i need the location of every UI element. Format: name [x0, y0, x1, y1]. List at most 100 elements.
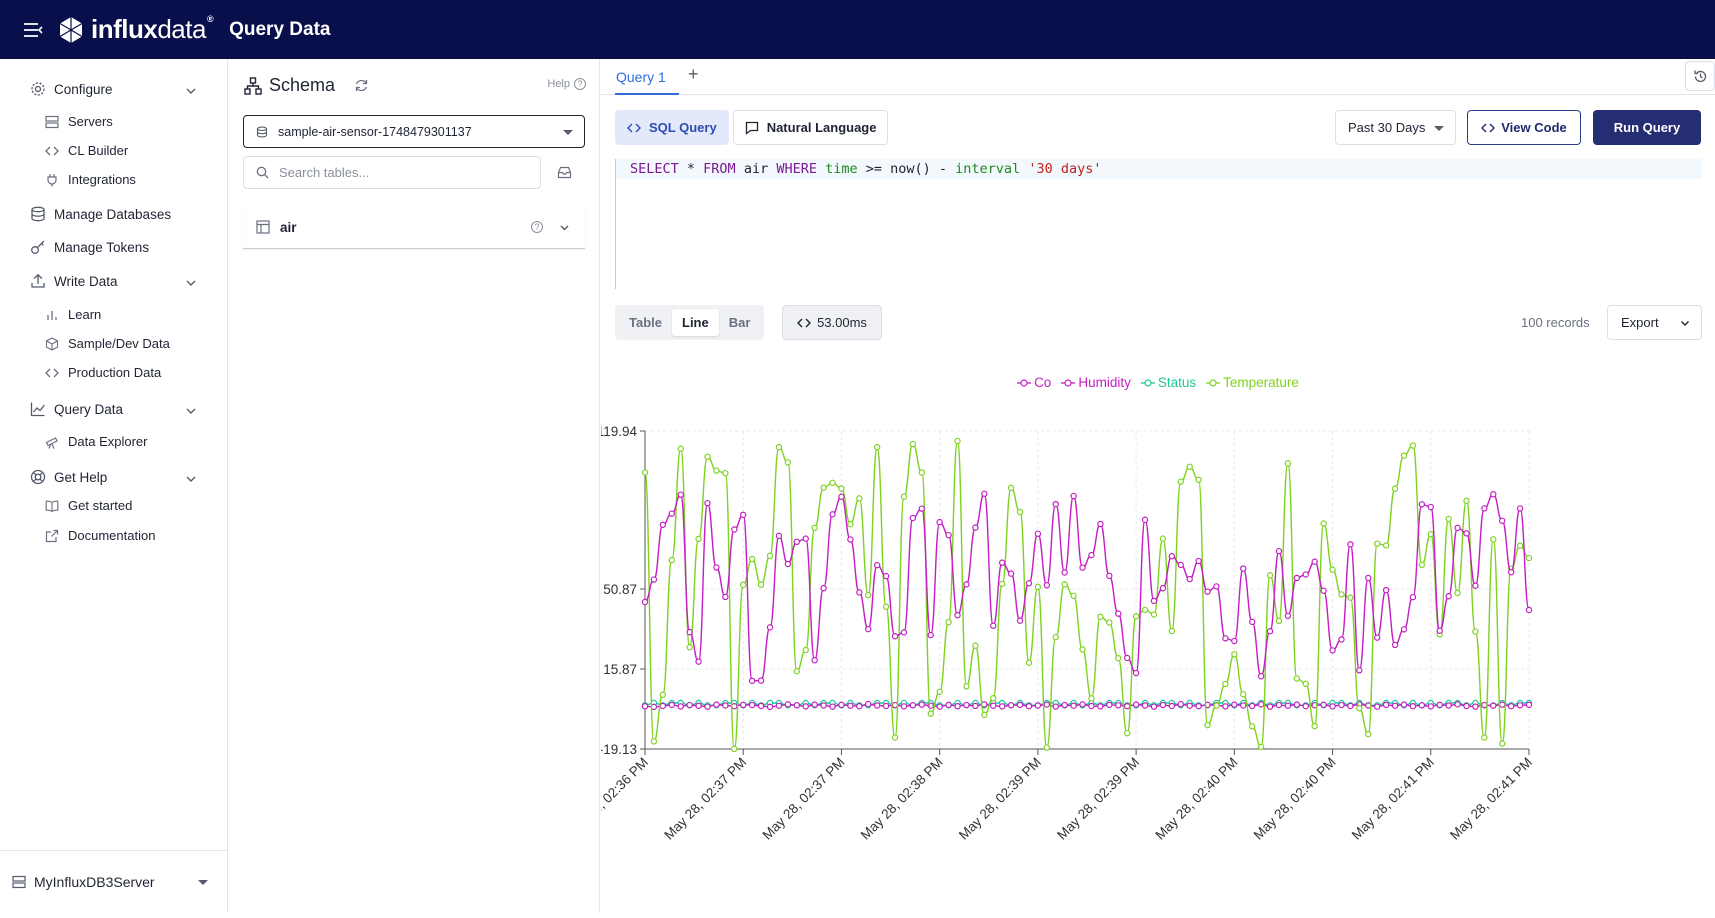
data-point [882, 572, 890, 580]
chevron-down-icon[interactable] [185, 277, 197, 289]
data-point [748, 555, 756, 563]
data-point [963, 581, 970, 588]
data-point [775, 702, 783, 709]
data-point [766, 624, 774, 631]
legend-item-status[interactable]: Status [1140, 375, 1196, 390]
x-tick-label: May 28, 02:37 PM [759, 755, 847, 843]
sql-query-button[interactable]: SQL Query [615, 110, 729, 145]
sidebar: Configure Servers CL Builder Integration… [0, 59, 228, 913]
data-point [1409, 702, 1417, 710]
caret-down-icon [563, 130, 573, 135]
data-point [972, 702, 979, 710]
data-point [1159, 585, 1167, 592]
nav-configure[interactable]: Configure [30, 81, 113, 97]
nav-get-started-label: Get started [68, 498, 133, 513]
data-point [1132, 701, 1140, 708]
natural-language-button[interactable]: Natural Language [732, 110, 889, 145]
add-tab-icon[interactable]: + [688, 64, 699, 84]
chevron-down-icon[interactable] [559, 222, 570, 233]
nav-write-data[interactable]: Write Data [30, 273, 118, 289]
nav-manage-databases[interactable]: Manage Databases [30, 206, 171, 222]
data-point [1481, 734, 1488, 741]
data-point [1257, 673, 1265, 680]
data-point [722, 469, 729, 477]
data-point [945, 701, 952, 709]
data-point [1463, 530, 1470, 537]
data-point [1088, 702, 1095, 710]
chevron-down-icon[interactable] [185, 85, 197, 97]
database-select[interactable]: sample-air-sensor-1748479301137 [243, 115, 585, 148]
table-search[interactable] [243, 156, 541, 189]
data-point [865, 625, 872, 633]
data-point [1329, 566, 1336, 573]
chevron-down-icon[interactable] [185, 473, 197, 485]
data-point [829, 479, 836, 486]
data-point [811, 701, 818, 708]
help-link[interactable]: Help ? [547, 78, 586, 90]
query-timing-badge[interactable]: 53.00ms [782, 305, 882, 340]
x-tick-label: May 28, 02:41 PM [1349, 755, 1437, 843]
nav-learn[interactable]: Learn [45, 307, 101, 322]
table-search-input[interactable] [279, 165, 519, 180]
data-point [1159, 535, 1167, 542]
data-point [1106, 572, 1113, 580]
view-code-button[interactable]: View Code [1467, 110, 1581, 145]
database-select-value: sample-air-sensor-1748479301137 [278, 124, 472, 139]
sql-from: FROM [703, 161, 736, 177]
data-point [802, 535, 809, 542]
data-point [829, 703, 836, 710]
legend-swatch-icon [1206, 378, 1221, 387]
nav-get-started[interactable]: Get started [45, 498, 132, 513]
nav-integrations[interactable]: Integrations [45, 172, 136, 187]
brand-light: data [157, 14, 206, 44]
x-tick-label: May 28, 02:39 PM [956, 755, 1044, 843]
archive-icon[interactable] [557, 165, 572, 180]
server-selector[interactable]: MyInfluxDB3Server [0, 850, 228, 913]
nav-documentation[interactable]: Documentation [45, 528, 155, 543]
collapse-menu-icon[interactable] [23, 22, 43, 37]
data-point [1338, 636, 1345, 643]
data-point [775, 443, 783, 451]
nav-query-data[interactable]: Query Data [30, 401, 123, 417]
tab-query-1[interactable]: Query 1 [615, 59, 679, 95]
nav-production-data[interactable]: Production Data [45, 365, 161, 380]
legend-item-temperature[interactable]: Temperature [1206, 375, 1299, 390]
run-query-button[interactable]: Run Query [1593, 110, 1701, 145]
nav-sample-dev-data[interactable]: Sample/Dev Data [45, 336, 170, 351]
export-button[interactable]: Export [1607, 305, 1702, 340]
nav-manage-tokens[interactable]: Manage Tokens [30, 239, 149, 255]
data-point [1257, 701, 1265, 708]
key-icon [31, 240, 45, 254]
chevron-down-icon[interactable] [185, 405, 197, 417]
x-tick-label: May 28, 02:40 PM [1152, 755, 1240, 843]
view-bar-button[interactable]: Bar [728, 315, 751, 330]
view-table-button[interactable]: Table [629, 315, 662, 330]
time-range-select[interactable]: Past 30 Days [1335, 110, 1456, 145]
data-point [1123, 654, 1131, 662]
data-point [1106, 701, 1113, 709]
view-line-button[interactable]: Line [672, 309, 719, 336]
nav-get-help[interactable]: Get Help [30, 469, 107, 485]
legend-item-humidity[interactable]: Humidity [1061, 375, 1131, 390]
sql-editor[interactable]: SELECT * FROM air WHERE time >= now() - … [615, 159, 1702, 289]
query-mode-toggle: SQL Query Natural Language [615, 110, 892, 145]
history-button[interactable] [1685, 61, 1715, 91]
nav-cl-builder[interactable]: CL Builder [45, 143, 128, 158]
refresh-icon[interactable] [354, 78, 369, 93]
data-point [641, 702, 649, 710]
sql-line-1[interactable]: SELECT * FROM air WHERE time >= now() - … [616, 159, 1702, 179]
data-point [713, 564, 720, 571]
question-circle-icon: ? [574, 78, 586, 90]
data-point [1499, 701, 1506, 708]
question-circle-icon[interactable]: ? [531, 221, 543, 233]
data-point [1302, 571, 1309, 578]
top-bar: influxdata® Query Data [0, 0, 1715, 59]
table-row-air[interactable]: air ? [243, 206, 585, 249]
data-point [1490, 536, 1497, 543]
data-point [820, 702, 827, 709]
data-point [838, 485, 845, 492]
nav-servers[interactable]: Servers [45, 114, 113, 129]
nav-data-explorer[interactable]: Data Explorer [45, 434, 147, 449]
legend-item-co[interactable]: Co [1017, 375, 1051, 390]
data-point [740, 701, 747, 709]
